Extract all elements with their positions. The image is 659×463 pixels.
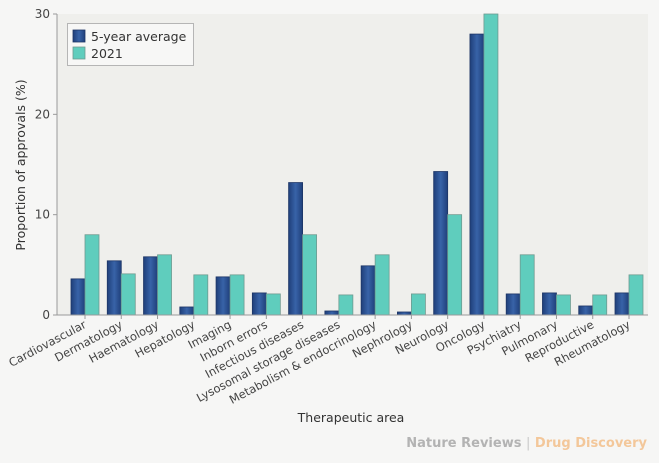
bar-2021-pulmonary (556, 294, 571, 316)
bar-2021-imaging (229, 274, 245, 316)
bar-2021-inborn-errors (265, 293, 281, 316)
legend: 5-year average 2021 (67, 23, 194, 66)
bar-5yr-lysosomal-storage-diseases (324, 310, 340, 316)
bar-2021-nephrology (410, 293, 426, 316)
bar-5yr-infectious-diseases (288, 182, 304, 316)
bar-2021-cardiovascular (84, 234, 100, 316)
legend-swatch-5yr (72, 29, 86, 43)
legend-box (67, 23, 194, 66)
bar-5yr-haematology (143, 256, 158, 316)
bar-5yr-reproductive (578, 305, 594, 316)
y-axis-title: Proportion of approvals (%) (13, 79, 28, 250)
y-tick-label: 20 (35, 107, 50, 121)
bar-2021-psychiatry (519, 254, 535, 316)
bar-2021-rheumatology (628, 274, 644, 316)
y-ticks-group: 0 10 20 30 (35, 7, 57, 322)
y-tick-label: 0 (42, 308, 50, 322)
bar-5yr-imaging (215, 276, 231, 316)
legend-swatch-2021 (72, 46, 86, 60)
bar-5yr-metabolism-endocrinology (360, 265, 376, 316)
bar-5yr-dermatology (106, 260, 122, 316)
bar-2021-oncology (483, 13, 499, 316)
footer-credit: Nature Reviews | Drug Discovery (406, 436, 647, 451)
bar-5yr-cardiovascular (70, 278, 86, 316)
bar-2021-reproductive (592, 294, 608, 316)
bar-2021-infectious-diseases (302, 234, 318, 316)
footer-separator: | (525, 436, 531, 451)
bar-2021-dermatology (120, 273, 136, 316)
bar-5yr-hepatology (179, 306, 195, 316)
bar-5yr-rheumatology (614, 292, 630, 316)
bar-5yr-psychiatry (505, 293, 521, 316)
x-ticks-group: CardiovascularDermatologyHaematologyHepa… (6, 315, 633, 407)
publisher-name: Nature Reviews (406, 436, 522, 451)
journal-name: Drug Discovery (534, 436, 647, 451)
bar-2021-hepatology (193, 274, 209, 316)
y-tick-label: 10 (35, 208, 50, 222)
bar-2021-metabolism-endocrinology (374, 254, 390, 316)
bars-group (70, 13, 644, 316)
bar-2021-neurology (447, 214, 463, 316)
bar-5yr-inborn-errors (251, 292, 267, 316)
legend-label-5yr: 5-year average (91, 29, 187, 44)
legend-label-2021: 2021 (91, 46, 123, 61)
x-axis-title: Therapeutic area (297, 410, 405, 425)
bar-2021-lysosomal-storage-diseases (338, 294, 354, 316)
bar-5yr-oncology (469, 33, 485, 316)
bar-5yr-pulmonary (542, 292, 557, 316)
bar-2021-haematology (157, 254, 172, 316)
y-tick-label: 30 (35, 7, 50, 21)
bar-5yr-neurology (433, 171, 449, 316)
